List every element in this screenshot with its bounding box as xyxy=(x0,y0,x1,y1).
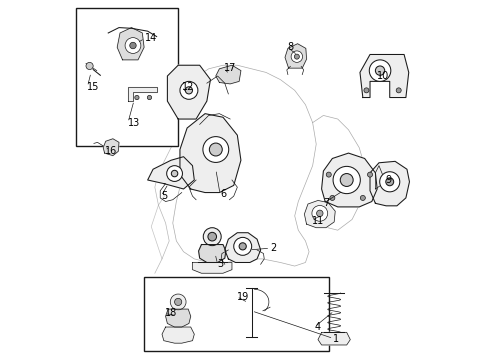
Circle shape xyxy=(147,95,151,100)
Text: 6: 6 xyxy=(220,189,226,199)
Circle shape xyxy=(129,42,136,49)
Circle shape xyxy=(233,237,251,255)
Circle shape xyxy=(395,88,400,93)
Polygon shape xyxy=(369,161,408,206)
Circle shape xyxy=(203,228,221,246)
Text: 10: 10 xyxy=(376,71,388,81)
Polygon shape xyxy=(321,153,376,207)
Text: 17: 17 xyxy=(223,63,236,73)
Polygon shape xyxy=(375,166,382,189)
Circle shape xyxy=(209,143,222,156)
Polygon shape xyxy=(215,65,241,84)
Circle shape xyxy=(375,66,384,75)
Text: 8: 8 xyxy=(287,42,293,52)
Text: 1: 1 xyxy=(333,333,339,343)
Circle shape xyxy=(207,232,216,241)
Polygon shape xyxy=(147,157,194,189)
Polygon shape xyxy=(167,65,210,119)
Polygon shape xyxy=(198,244,225,262)
Circle shape xyxy=(174,298,182,306)
Text: 16: 16 xyxy=(104,145,117,156)
Circle shape xyxy=(329,195,334,201)
Circle shape xyxy=(367,172,372,177)
Circle shape xyxy=(325,172,330,177)
Circle shape xyxy=(135,95,139,100)
Text: 11: 11 xyxy=(311,216,323,226)
Circle shape xyxy=(290,51,302,62)
Text: 7: 7 xyxy=(323,198,329,208)
Polygon shape xyxy=(317,332,349,345)
Circle shape xyxy=(180,81,198,99)
Text: 5: 5 xyxy=(161,191,167,201)
Polygon shape xyxy=(224,233,260,262)
Text: 19: 19 xyxy=(236,292,248,302)
Circle shape xyxy=(203,136,228,162)
Polygon shape xyxy=(285,44,306,68)
Circle shape xyxy=(86,62,93,69)
Circle shape xyxy=(239,243,246,250)
Circle shape xyxy=(311,206,327,221)
Bar xyxy=(144,277,328,351)
Circle shape xyxy=(332,166,360,194)
Text: 15: 15 xyxy=(87,82,100,92)
Circle shape xyxy=(294,54,299,59)
Circle shape xyxy=(185,87,192,94)
Polygon shape xyxy=(359,54,408,98)
Text: 3: 3 xyxy=(217,259,224,269)
Text: 12: 12 xyxy=(182,82,194,92)
Circle shape xyxy=(171,170,178,177)
Text: 4: 4 xyxy=(314,322,320,332)
Polygon shape xyxy=(165,309,190,327)
Text: 18: 18 xyxy=(164,309,177,318)
Circle shape xyxy=(340,174,352,186)
Circle shape xyxy=(368,60,390,81)
Polygon shape xyxy=(103,139,119,156)
Polygon shape xyxy=(162,327,194,343)
Circle shape xyxy=(166,166,182,181)
Polygon shape xyxy=(117,28,144,60)
Polygon shape xyxy=(192,262,231,273)
Circle shape xyxy=(379,172,399,192)
Circle shape xyxy=(316,210,323,217)
Bar xyxy=(76,8,178,146)
Circle shape xyxy=(385,178,393,186)
Circle shape xyxy=(363,88,368,93)
Text: 13: 13 xyxy=(128,118,140,128)
Text: 14: 14 xyxy=(144,33,157,43)
Text: 9: 9 xyxy=(385,175,391,185)
Polygon shape xyxy=(128,87,156,101)
Circle shape xyxy=(170,294,185,310)
Circle shape xyxy=(125,38,141,53)
Polygon shape xyxy=(180,114,241,193)
Polygon shape xyxy=(304,201,335,228)
Text: 2: 2 xyxy=(270,243,276,253)
Circle shape xyxy=(360,195,365,201)
